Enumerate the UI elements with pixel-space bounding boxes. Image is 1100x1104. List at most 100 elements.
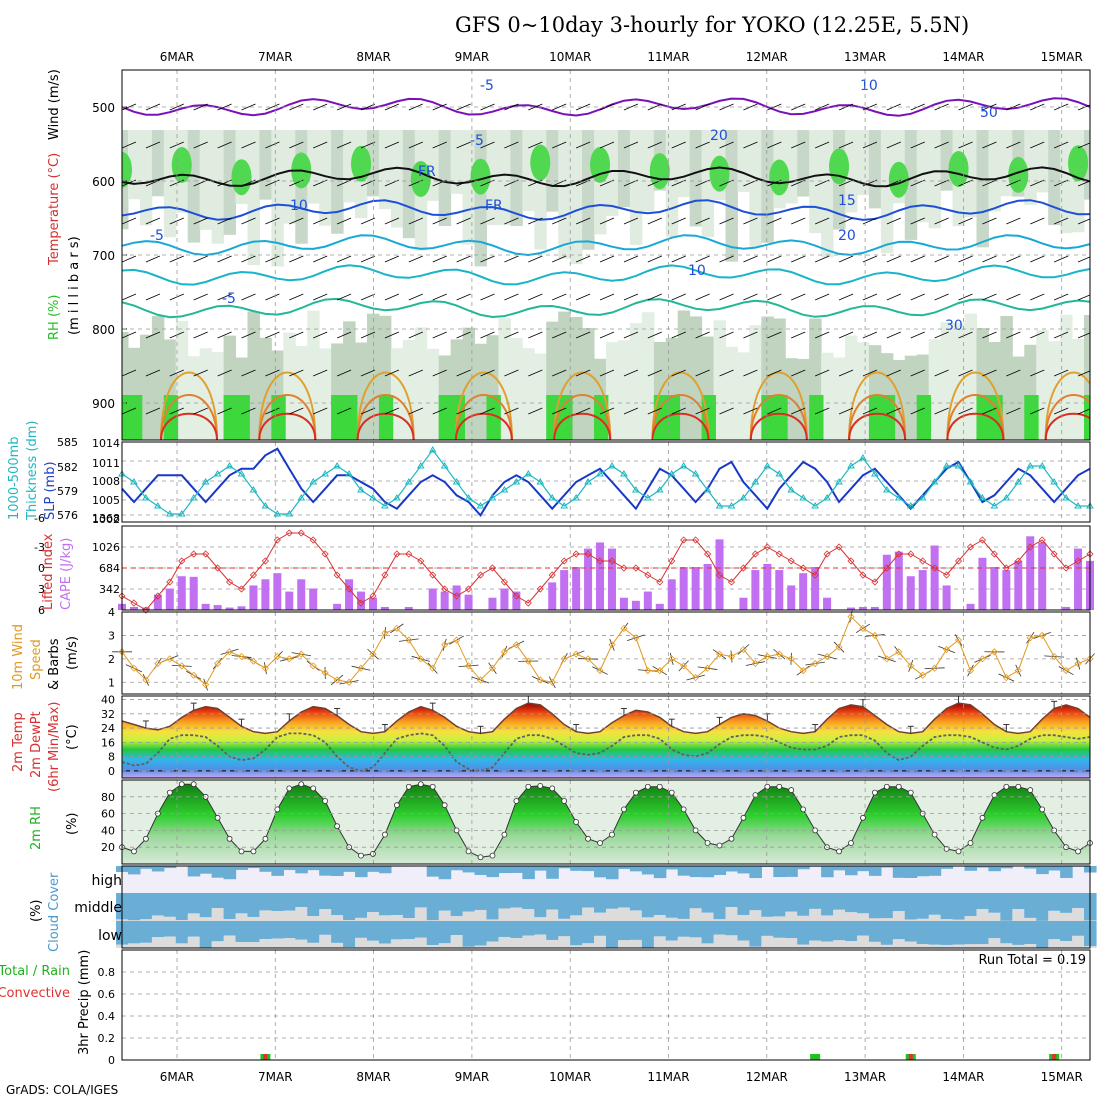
bottom-date-label: 9MAR <box>455 1070 490 1084</box>
rh-shade <box>869 130 881 208</box>
cloud-bar <box>1048 866 1061 871</box>
cloud-bar <box>642 893 655 917</box>
rh-high-shade <box>710 156 730 192</box>
rh-point <box>526 784 531 789</box>
rh-point <box>765 784 770 789</box>
millibars-label: (m i l l i b a r s) <box>67 236 82 335</box>
cape-bar <box>441 592 449 610</box>
cloud-gap <box>427 920 440 921</box>
cloud-bar <box>498 893 511 909</box>
cloud-bar <box>522 893 535 909</box>
rh-shade <box>833 357 845 487</box>
cloud-gap <box>355 918 368 921</box>
rh-point <box>442 803 447 808</box>
cloud-gap <box>893 939 906 948</box>
rh-high-shade <box>773 395 787 440</box>
cape-bar <box>823 598 831 610</box>
cloud-bar <box>845 893 858 912</box>
cloud-gap <box>809 909 822 921</box>
cloud-bar <box>965 866 978 871</box>
cloud-gap <box>785 938 798 948</box>
wind10m-label: 10m Wind <box>11 624 26 690</box>
cloud-gap <box>965 916 978 921</box>
cape-bar <box>238 606 246 610</box>
cloud-gap <box>976 944 989 948</box>
rh-point <box>741 815 746 820</box>
cloud-bar <box>988 866 1001 871</box>
rh-point <box>263 836 268 841</box>
cloud-gap <box>869 918 882 921</box>
lifted-index-label: Lifted Index <box>41 533 56 610</box>
cloud-bar <box>355 921 368 938</box>
rh-shade <box>929 130 941 228</box>
rh-high-shade <box>236 395 250 440</box>
cloud-gap <box>929 915 942 921</box>
precip-tick-label: 0 <box>108 1054 115 1067</box>
cape-bar <box>931 546 939 610</box>
cloud-bar <box>797 921 810 945</box>
cloud-gap <box>965 944 978 948</box>
cloud-bar <box>630 921 643 940</box>
cloud-bar <box>283 866 296 870</box>
cloud-bar <box>403 893 416 918</box>
contour-label: 10 <box>290 198 308 214</box>
cloud-bar <box>534 866 547 871</box>
rh-shade <box>582 130 594 250</box>
cloud-bar <box>929 921 942 945</box>
cloud-gap <box>379 915 392 921</box>
cloud-bar <box>498 921 511 937</box>
cloud-gap <box>594 913 607 921</box>
cloud-bar <box>283 893 296 911</box>
rh-point <box>550 786 555 791</box>
cloud-gap <box>582 908 595 921</box>
cloud-gap <box>307 916 320 921</box>
cloud-bar <box>666 866 679 869</box>
cloud-gap <box>726 935 739 948</box>
bottom-date-label: 7MAR <box>258 1070 293 1084</box>
cloud-gap <box>630 940 643 948</box>
precip-left-labels: Total / Rain Convective 3hr Precip (mm) <box>0 950 92 1055</box>
cloud-bar <box>128 921 141 943</box>
cape-bar <box>560 570 568 610</box>
rh-shade <box>1072 339 1084 469</box>
cloud-bar <box>212 893 225 908</box>
precip-total-bar <box>810 1054 820 1060</box>
run-total-label: Run Total = 0.19 <box>978 953 1086 968</box>
cape-bar <box>429 589 437 610</box>
top-date-label: 15MAR <box>1041 50 1083 64</box>
cloud-gap <box>164 937 177 948</box>
rh-point <box>645 784 650 789</box>
cloud-gap <box>415 938 428 948</box>
cloud-bar <box>236 921 249 942</box>
cloud-gap <box>761 936 774 948</box>
cloud-bar <box>869 866 882 876</box>
cloud-bar <box>200 921 213 948</box>
cloud-gap <box>140 943 153 948</box>
contour-label: 10 <box>860 78 878 94</box>
rh-tick-label: 80 <box>101 791 115 804</box>
cloud-gap <box>809 941 822 948</box>
cloud-unit-label: (%) <box>29 900 44 923</box>
slp-tick-label: 1008 <box>92 475 120 488</box>
cape-bar <box>273 573 281 610</box>
cloud-bar <box>1012 921 1025 945</box>
cloud-gap <box>391 915 404 921</box>
rh-point <box>884 784 889 789</box>
cloud-gap <box>498 937 511 948</box>
cape-bar <box>249 585 257 610</box>
precip-tick-label: 0.8 <box>98 966 116 979</box>
rh-point <box>980 815 985 820</box>
cloud-gap <box>702 913 715 921</box>
cape-bar <box>680 567 688 610</box>
cloud-bar <box>606 866 619 879</box>
rh-point <box>191 782 196 787</box>
rh-point <box>705 841 710 846</box>
rh-shade <box>475 344 487 474</box>
cloud-bar <box>331 921 344 943</box>
rh-point <box>287 786 292 791</box>
rh-shade <box>259 130 271 200</box>
cape-bar <box>166 589 174 610</box>
cloud-gap <box>451 916 464 921</box>
